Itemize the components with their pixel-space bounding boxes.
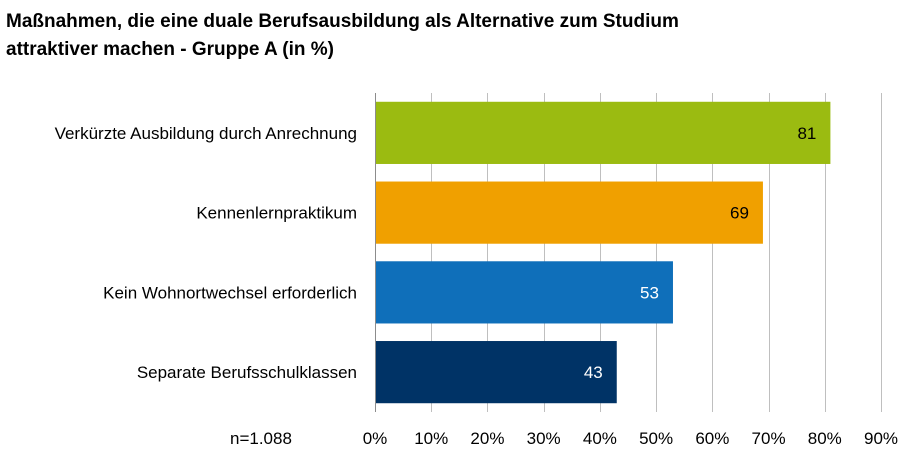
chart-title: Maßnahmen, die eine duale Berufsausbildu… (6, 8, 906, 64)
category-labels: Verkürzte Ausbildung durch Anrechnung Ken… (55, 124, 357, 382)
x-tick-label: 0% (363, 429, 388, 448)
bars (376, 101, 831, 404)
x-tick-label: 30% (527, 429, 561, 448)
chart-title-line-1: Maßnahmen, die eine duale Berufsausbildu… (6, 11, 679, 32)
category-label: Separate Berufsschulklassen (137, 363, 357, 382)
chart-title-line-2: attraktiver machen - Gruppe A (in %) (6, 39, 334, 60)
x-tick-label: 90% (864, 429, 898, 448)
x-tick-label: 50% (639, 429, 673, 448)
value-labels: 81 69 53 43 (584, 124, 817, 382)
x-tick-label: 70% (752, 429, 786, 448)
x-tick-label: 40% (583, 429, 617, 448)
category-label: Kein Wohnortwechsel erforderlich (103, 283, 357, 302)
category-label: Verkürzte Ausbildung durch Anrechnung (55, 124, 357, 143)
bar (376, 101, 831, 164)
sample-size-note: n=1.088 (230, 429, 292, 448)
value-label: 53 (640, 283, 659, 302)
x-tick-label: 80% (808, 429, 842, 448)
x-tick-label: 60% (695, 429, 729, 448)
category-label: Kennenlernpraktikum (196, 204, 357, 223)
bar (376, 261, 673, 324)
bar (376, 181, 763, 244)
value-label: 81 (797, 124, 816, 143)
value-label: 43 (584, 363, 603, 382)
value-label: 69 (730, 204, 749, 223)
x-tick-label: 10% (414, 429, 448, 448)
x-axis-tick-labels: 0% 10% 20% 30% 40% 50% 60% 70% 80% 90% (363, 429, 898, 448)
bar (376, 341, 617, 404)
x-tick-label: 20% (470, 429, 504, 448)
